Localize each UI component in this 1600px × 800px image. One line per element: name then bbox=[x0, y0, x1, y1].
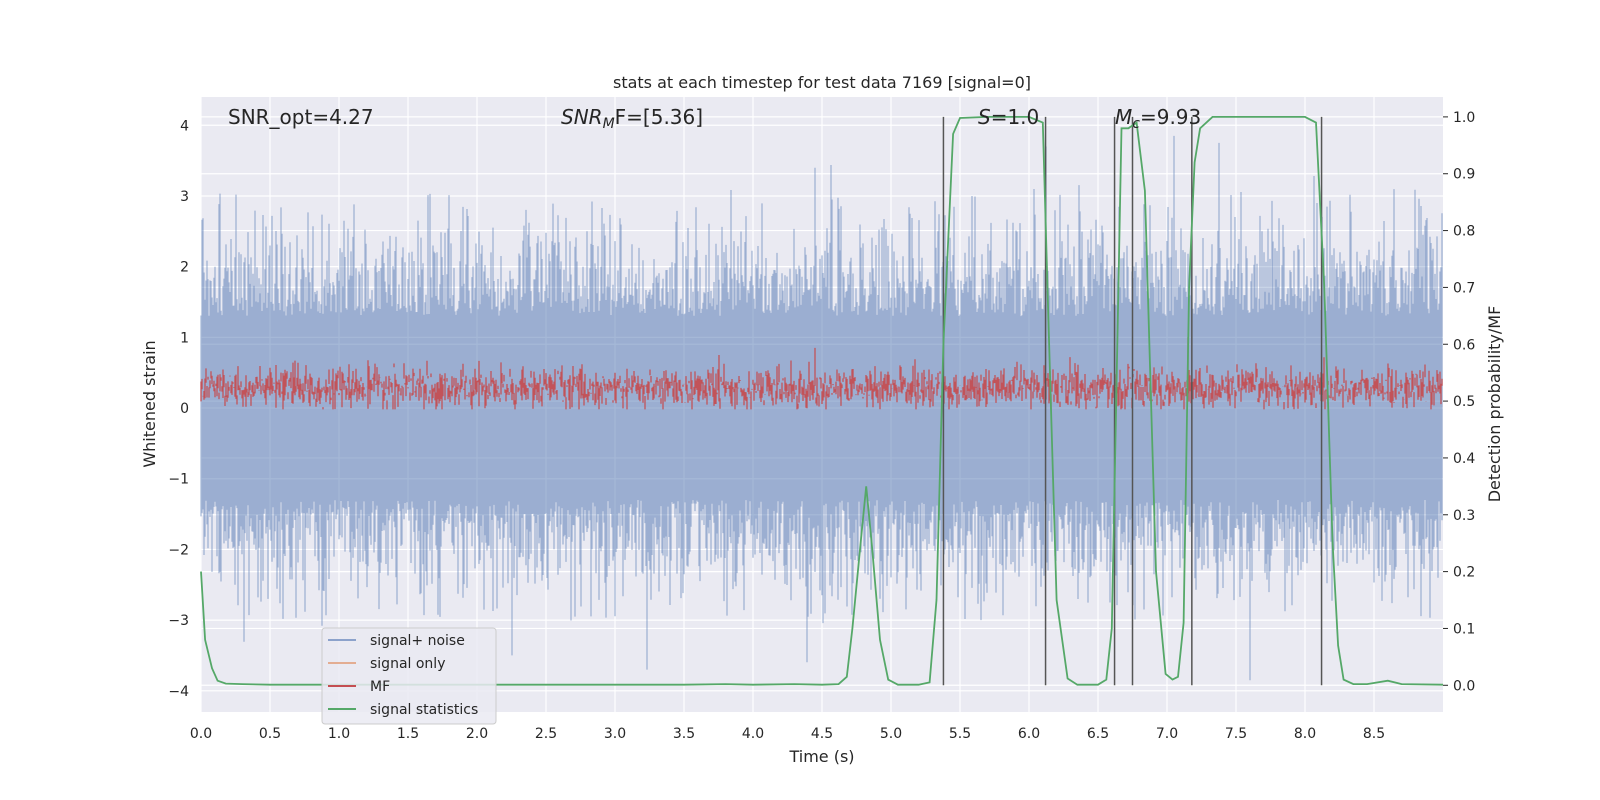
x-tick-label: 7.5 bbox=[1225, 726, 1247, 742]
y-tick-label: 2 bbox=[180, 260, 189, 276]
y2-tick-label: 0.1 bbox=[1453, 621, 1475, 637]
x-tick-label: 3.5 bbox=[673, 726, 695, 742]
legend-label-signal-only: signal only bbox=[370, 656, 445, 672]
x-tick-label: 0.5 bbox=[259, 726, 281, 742]
y-tick-label: −4 bbox=[168, 684, 189, 700]
x-axis-ticks: 0.0 0.5 1.0 1.5 2.0 2.5 3.0 3.5 4.0 4.5 5.0 5.5 6.0 6… bbox=[190, 726, 1385, 742]
snr-opt-annotation: SNR_opt=4.27 bbox=[228, 105, 374, 129]
x-tick-label: 1.5 bbox=[397, 726, 419, 742]
mc-tail: =9.93 bbox=[1140, 105, 1201, 129]
legend-label-mf: MF bbox=[370, 679, 390, 695]
x-tick-label: 3.0 bbox=[604, 726, 626, 742]
snr-mf-main: SNR bbox=[561, 105, 603, 129]
x-tick-label: 4.5 bbox=[811, 726, 833, 742]
snr-mf-tail: F=[5.36] bbox=[615, 105, 703, 129]
y2-tick-label: 0.4 bbox=[1453, 451, 1475, 467]
x-tick-label: 5.0 bbox=[880, 726, 902, 742]
y-tick-label: 1 bbox=[180, 330, 189, 346]
y2-tick-label: 0.3 bbox=[1453, 508, 1475, 524]
x-tick-label: 4.0 bbox=[742, 726, 764, 742]
x-tick-label: 1.0 bbox=[328, 726, 350, 742]
x-tick-label: 6.5 bbox=[1087, 726, 1109, 742]
x-tick-label: 2.0 bbox=[466, 726, 488, 742]
s-annotation: S=1.0 bbox=[978, 105, 1039, 129]
y2-tick-label: 0.6 bbox=[1453, 337, 1475, 353]
x-tick-label: 6.0 bbox=[1018, 726, 1040, 742]
x-tick-label: 8.5 bbox=[1363, 726, 1385, 742]
y-tick-label: 0 bbox=[180, 401, 189, 417]
y2-axis-ticks: 1.0 0.9 0.8 0.7 0.6 0.5 0.4 0.3 0.2 0.1 0.0 bbox=[1443, 110, 1475, 694]
y2-tick-label: 0.8 bbox=[1453, 224, 1475, 240]
x-tick-label: 2.5 bbox=[535, 726, 557, 742]
y2-tick-label: 0.9 bbox=[1453, 167, 1475, 183]
chart-title: stats at each timestep for test data 716… bbox=[613, 73, 1031, 92]
y-axis-label: Whitened strain bbox=[140, 340, 159, 467]
y2-tick-label: 0.7 bbox=[1453, 280, 1475, 296]
y2-tick-label: 0.2 bbox=[1453, 565, 1475, 581]
y2-tick-label: 0.0 bbox=[1453, 678, 1475, 694]
mc-annotation: Mc=9.93 bbox=[1115, 105, 1201, 132]
s-tail: =1.0 bbox=[991, 105, 1040, 129]
snr-mf-annotation: SNRMF=[5.36] bbox=[561, 105, 703, 132]
signal-statistics-series bbox=[200, 116, 1444, 686]
y-tick-label: −3 bbox=[168, 613, 189, 629]
x-tick-label: 5.5 bbox=[949, 726, 971, 742]
y-tick-label: −1 bbox=[168, 472, 189, 488]
y-tick-label: −2 bbox=[168, 542, 189, 558]
x-tick-label: 8.0 bbox=[1294, 726, 1316, 742]
y-tick-label: 4 bbox=[180, 118, 189, 134]
mc-sub: c bbox=[1132, 116, 1140, 132]
legend-label-signal-statistics: signal statistics bbox=[370, 702, 478, 718]
x-tick-label: 0.0 bbox=[190, 726, 212, 742]
x-tick-label: 7.0 bbox=[1156, 726, 1178, 742]
signal-statistics-line bbox=[200, 116, 1444, 686]
legend-box bbox=[321, 627, 497, 725]
legend: signal+ noise signal only MF signal stat… bbox=[321, 627, 497, 725]
y2-tick-label: 1.0 bbox=[1453, 110, 1475, 126]
mc-main: M bbox=[1115, 105, 1132, 129]
y-tick-label: 3 bbox=[180, 189, 189, 205]
y2-tick-label: 0.5 bbox=[1453, 394, 1475, 410]
mf-series bbox=[200, 337, 1443, 410]
legend-label-signal-noise: signal+ noise bbox=[370, 633, 465, 649]
mf-line bbox=[200, 337, 1443, 410]
y-axis-ticks: 4 3 2 1 0 −1 −2 −3 −4 bbox=[168, 118, 189, 700]
y2-axis-label: Detection probability/MF bbox=[1485, 306, 1504, 503]
x-axis-label: Time (s) bbox=[788, 747, 854, 766]
s-main: S bbox=[978, 105, 991, 129]
snr-mf-sub: M bbox=[603, 116, 615, 132]
